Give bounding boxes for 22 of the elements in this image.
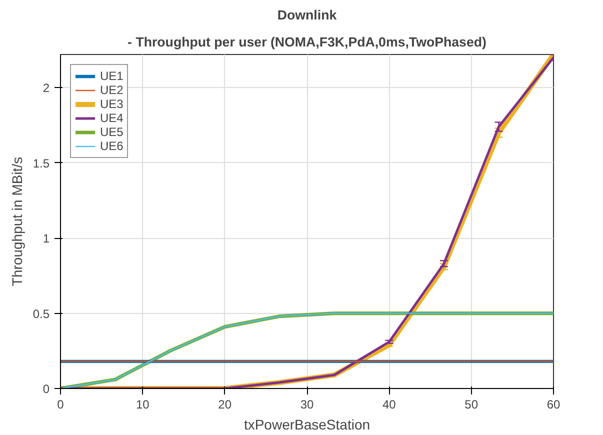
legend-label: UE1 xyxy=(100,69,124,83)
legend-label: UE3 xyxy=(100,97,124,111)
x-tick-label: 10 xyxy=(136,398,150,412)
x-tick-label: 60 xyxy=(546,398,560,412)
x-tick-label: 40 xyxy=(382,398,396,412)
x-tick-label: 50 xyxy=(464,398,478,412)
y-tick-label: 1 xyxy=(42,232,50,246)
chart-title: Downlink xyxy=(277,8,338,22)
chart-subtitle: - Throughput per user (NOMA,F3K,PdA,0ms,TwoPhased) xyxy=(128,34,486,50)
y-tick-label: 0 xyxy=(42,382,50,396)
x-tick-label: 0 xyxy=(57,398,64,412)
y-tick-label: 1.5 xyxy=(32,156,50,170)
y-tick-label: 2 xyxy=(42,81,50,96)
legend-label: UE6 xyxy=(100,139,124,153)
x-axis-title: txPowerBaseStation xyxy=(244,416,370,432)
legend-label: UE4 xyxy=(100,111,124,125)
x-tick-label: 20 xyxy=(218,398,232,412)
legend-label: UE5 xyxy=(100,125,124,139)
x-tick-label: 30 xyxy=(300,398,314,412)
y-axis-title: Throughput in MBit/s xyxy=(8,156,25,286)
y-tick-label: 0.5 xyxy=(32,306,50,321)
legend-label: UE2 xyxy=(100,83,124,97)
